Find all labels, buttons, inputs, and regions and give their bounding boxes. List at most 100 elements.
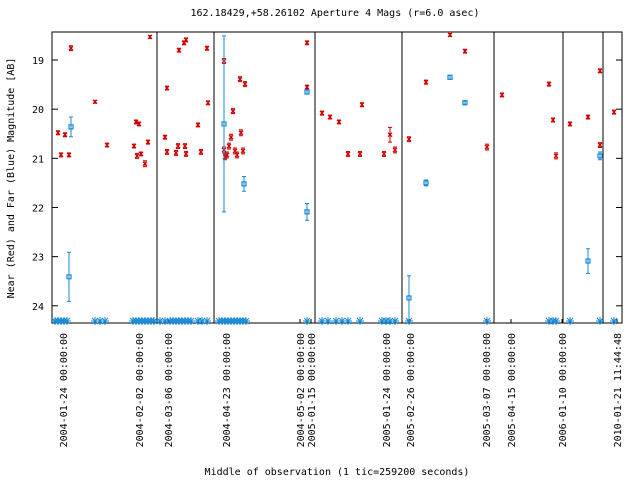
error-bar bbox=[69, 116, 73, 138]
data-point bbox=[319, 110, 325, 116]
data-point bbox=[226, 143, 232, 149]
data-point bbox=[68, 45, 74, 51]
data-point bbox=[567, 121, 573, 127]
x-axis-label: Middle of observation (1 tic=259200 seco… bbox=[205, 467, 470, 478]
limit-marker bbox=[391, 317, 399, 325]
data-point bbox=[345, 151, 351, 157]
y-tick-label: 20 bbox=[32, 105, 44, 116]
data-point bbox=[162, 134, 168, 140]
data-point bbox=[228, 134, 234, 140]
data-point bbox=[462, 48, 468, 54]
data-point bbox=[92, 99, 98, 105]
data-point bbox=[145, 139, 151, 145]
limit-marker bbox=[483, 317, 491, 325]
data-point bbox=[423, 79, 429, 85]
x-tick-label: 2006-01-10 00:00:00 bbox=[558, 333, 569, 447]
data-point bbox=[104, 142, 110, 148]
error-bar bbox=[242, 176, 246, 192]
data-point bbox=[136, 121, 142, 127]
data-point bbox=[183, 151, 189, 157]
error-bar bbox=[67, 251, 71, 302]
limit-marker bbox=[203, 317, 211, 325]
data-point bbox=[381, 151, 387, 157]
limit-marker bbox=[187, 317, 195, 325]
error-bar bbox=[222, 35, 226, 213]
x-tick-label: 2004-01-24 00:00:00 bbox=[59, 333, 70, 447]
data-point bbox=[597, 153, 603, 159]
data-point bbox=[546, 81, 552, 87]
data-point bbox=[68, 124, 74, 130]
y-tick-label: 21 bbox=[32, 154, 44, 165]
data-point bbox=[597, 142, 603, 148]
data-point bbox=[230, 108, 236, 114]
data-point bbox=[66, 274, 72, 280]
data-point bbox=[195, 122, 201, 128]
data-point bbox=[447, 32, 453, 38]
y-axis-label: Near (Red) and Far (Blue) Magnitude [AB] bbox=[6, 58, 17, 299]
y-tick-label: 19 bbox=[32, 56, 44, 67]
data-point bbox=[204, 45, 210, 51]
y-tick-label: 23 bbox=[32, 253, 44, 264]
data-point bbox=[336, 119, 342, 125]
x-tick-label: 2004-02-02 00:00:00 bbox=[135, 333, 146, 447]
limit-marker bbox=[332, 317, 340, 325]
data-point bbox=[327, 114, 333, 120]
plot-frame bbox=[51, 31, 623, 324]
limit-marker bbox=[198, 317, 206, 325]
data-point bbox=[198, 149, 204, 155]
limit-marker bbox=[161, 317, 169, 325]
y-tick-label: 22 bbox=[32, 203, 44, 214]
limit-marker bbox=[338, 317, 346, 325]
limit-marker bbox=[566, 317, 574, 325]
data-point bbox=[392, 147, 398, 153]
limit-marker bbox=[344, 317, 352, 325]
data-point bbox=[147, 34, 153, 40]
limit-marker bbox=[356, 317, 364, 325]
data-point bbox=[611, 109, 617, 115]
x-tick-label: 2004-05-02 00:00:00 bbox=[296, 333, 307, 447]
data-point bbox=[241, 181, 247, 187]
data-point bbox=[224, 152, 230, 158]
data-point bbox=[242, 81, 248, 87]
data-point bbox=[55, 130, 61, 136]
data-point bbox=[387, 132, 393, 138]
data-point bbox=[359, 102, 365, 108]
x-tick-label: 2004-04-23 00:00:00 bbox=[222, 333, 233, 447]
data-point bbox=[406, 136, 412, 142]
error-bar bbox=[305, 203, 309, 221]
limit-marker bbox=[101, 317, 109, 325]
data-point bbox=[237, 76, 243, 82]
x-tick-label: 2004-03-06 00:00:00 bbox=[164, 333, 175, 447]
y-tick-label: 24 bbox=[32, 302, 44, 313]
data-point bbox=[585, 114, 591, 120]
limit-marker bbox=[386, 317, 394, 325]
data-point bbox=[423, 180, 429, 186]
limit-marker bbox=[150, 317, 158, 325]
data-point bbox=[221, 121, 227, 127]
data-point bbox=[447, 74, 453, 80]
x-tick-label: 2005-01-24 00:00:00 bbox=[382, 333, 393, 447]
limit-marker bbox=[63, 317, 71, 325]
data-point bbox=[499, 92, 505, 98]
limit-marker bbox=[156, 317, 164, 325]
data-point bbox=[553, 153, 559, 159]
limit-marker bbox=[91, 317, 99, 325]
data-point bbox=[182, 143, 188, 149]
limit-marker bbox=[596, 317, 604, 325]
data-point bbox=[205, 100, 211, 106]
data-point bbox=[134, 153, 140, 159]
x-tick-label: 2005-02-26 00:00:00 bbox=[406, 333, 417, 447]
x-tick-label: 2005-04-15 00:00:00 bbox=[507, 333, 518, 447]
chart-title: 162.18429,+58.26102 Aperture 4 Mags (r=6… bbox=[191, 8, 480, 19]
data-point bbox=[58, 152, 64, 158]
data-point bbox=[238, 130, 244, 136]
x-tick-label: 2005-01-15 00:00:00 bbox=[307, 333, 318, 447]
data-point bbox=[131, 143, 137, 149]
x-tick-label: 2005-03-07 00:00:00 bbox=[482, 333, 493, 447]
data-point bbox=[234, 152, 240, 158]
data-point bbox=[484, 144, 490, 150]
data-point bbox=[462, 100, 468, 106]
error-bar bbox=[598, 151, 602, 161]
data-point bbox=[62, 132, 68, 138]
